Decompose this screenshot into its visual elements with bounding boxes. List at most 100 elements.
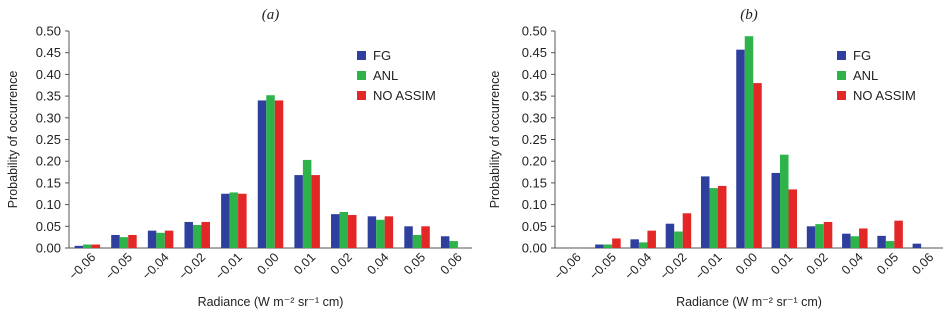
bar-no-assim (823, 221, 833, 248)
bar-no-assim (647, 230, 656, 248)
bar-anl (192, 225, 202, 248)
bar-fg (331, 214, 340, 248)
bar-no-assim (164, 230, 174, 248)
bar-fg (877, 235, 886, 248)
x-tick-label: 0.04 (839, 250, 866, 277)
bar-anl (674, 231, 683, 248)
bar-anl (339, 211, 349, 248)
bar-anl (119, 237, 129, 248)
bar-fg (630, 239, 639, 248)
x-tick-label: 0.02 (804, 250, 831, 277)
bar-fg (842, 233, 851, 248)
x-tick-label: 0.05 (401, 250, 428, 277)
y-tick-label: 0.50 (522, 24, 547, 39)
bar-fg (404, 226, 413, 248)
bar-anl (156, 232, 165, 248)
bar-anl (229, 192, 239, 248)
y-tick-label: 0.15 (522, 175, 547, 190)
bar-fg (257, 100, 267, 248)
bar-no-assim (682, 213, 692, 248)
bar-chart-a: (a) 0.00 0.05 0.10 0.15 0.20 0.25 0.30 0.35 0.40 0… (6, 7, 472, 309)
x-tick-label: 0.05 (874, 250, 901, 277)
bar-no-assim (238, 193, 247, 248)
bar-fg (806, 226, 816, 248)
legend: FG ANL NO ASSIM (837, 48, 916, 103)
legend-swatch (837, 51, 846, 60)
y-tick-label: 0.20 (522, 154, 547, 169)
x-tick-label: 0.06 (909, 250, 936, 277)
bar-fg (665, 223, 675, 248)
bar-no-assim (91, 244, 101, 248)
y-tick-label: 0.35 (522, 89, 547, 104)
x-tick-label: −0.06 (551, 250, 583, 282)
bar-fg (700, 176, 710, 248)
legend-swatch (837, 91, 846, 100)
y-tick-label: 0.10 (36, 197, 61, 212)
bar-fg (147, 230, 157, 248)
bar-anl (412, 234, 422, 248)
y-tick-label: 0.35 (36, 89, 61, 104)
y-tick-label: 0.30 (36, 110, 61, 125)
x-tick-label: 0.02 (328, 250, 355, 277)
y-tick-label: 0.00 (36, 241, 61, 256)
bar-fg (367, 216, 377, 248)
bar-anl (744, 36, 754, 249)
bar-no-assim (311, 175, 320, 248)
bar-anl (302, 159, 312, 248)
bar-anl (815, 224, 824, 248)
x-tick-label: −0.04 (139, 250, 171, 282)
y-axis-title: Probability of occurrence (6, 71, 20, 209)
y-tick-label: 0.40 (36, 67, 61, 82)
bar-anl (449, 241, 458, 248)
y-tick-label: 0.10 (522, 197, 547, 212)
bar-no-assim (753, 83, 762, 248)
bar-fg (111, 234, 120, 248)
bar-no-assim (348, 215, 357, 248)
legend-swatch (837, 71, 846, 80)
x-tick-label: 0.01 (291, 250, 318, 277)
y-tick-label: 0.50 (36, 24, 61, 39)
y-tick-label: 0.25 (522, 132, 547, 147)
bar-chart-b: (b) 0.00 0.05 0.10 0.15 0.20 0.25 0.30 0.35 0.40 0… (488, 7, 943, 309)
bar-fg (736, 49, 745, 248)
y-axis-title: Probability of occurrence (488, 71, 502, 209)
bar-no-assim (788, 189, 798, 248)
legend-label: ANL (373, 68, 398, 83)
bar-fg (184, 221, 193, 248)
bar-anl (83, 244, 92, 248)
chart-panel-b: (b) 0.00 0.05 0.10 0.15 0.20 0.25 0.30 0.35 0.40 0… (473, 0, 945, 322)
bar-anl (780, 154, 789, 248)
bar-fg (221, 193, 230, 248)
bar-no-assim (274, 100, 284, 248)
bar-fg (595, 244, 604, 248)
bar-no-assim (128, 234, 137, 248)
bar-no-assim (421, 226, 430, 248)
bar-anl (376, 219, 385, 248)
bar-anl (709, 188, 718, 248)
y-tick-label: 0.40 (522, 67, 547, 82)
y-tick-label: 0.30 (522, 110, 547, 125)
x-tick-label: 0.00 (733, 250, 760, 277)
bar-anl (885, 241, 895, 248)
legend-label: ANL (853, 68, 878, 83)
bar-no-assim (201, 221, 210, 248)
x-axis-title: Radiance (W m⁻² sr⁻¹ cm) (676, 295, 822, 309)
x-tick-label: −0.02 (176, 250, 208, 282)
legend-label: FG (853, 48, 871, 63)
x-tick-label: 0.00 (255, 250, 282, 277)
bar-no-assim (859, 228, 868, 248)
bar-anl (638, 242, 648, 248)
bar-fg (771, 172, 781, 248)
legend-swatch (357, 51, 366, 60)
bar-no-assim (612, 238, 621, 248)
legend-label: FG (373, 48, 391, 63)
x-tick-label: −0.05 (587, 250, 619, 282)
x-tick-label: −0.01 (213, 250, 245, 282)
x-tick-label: −0.02 (657, 250, 689, 282)
chart-panel-a: (a) 0.00 0.05 0.10 0.15 0.20 0.25 0.30 0.35 0.40 0… (0, 0, 472, 322)
y-tick-label: 0.25 (36, 132, 61, 147)
bar-fg (294, 175, 303, 248)
y-tick-label: 0.20 (36, 154, 61, 169)
x-tick-label: −0.01 (693, 250, 725, 282)
legend-label: NO ASSIM (373, 88, 436, 103)
